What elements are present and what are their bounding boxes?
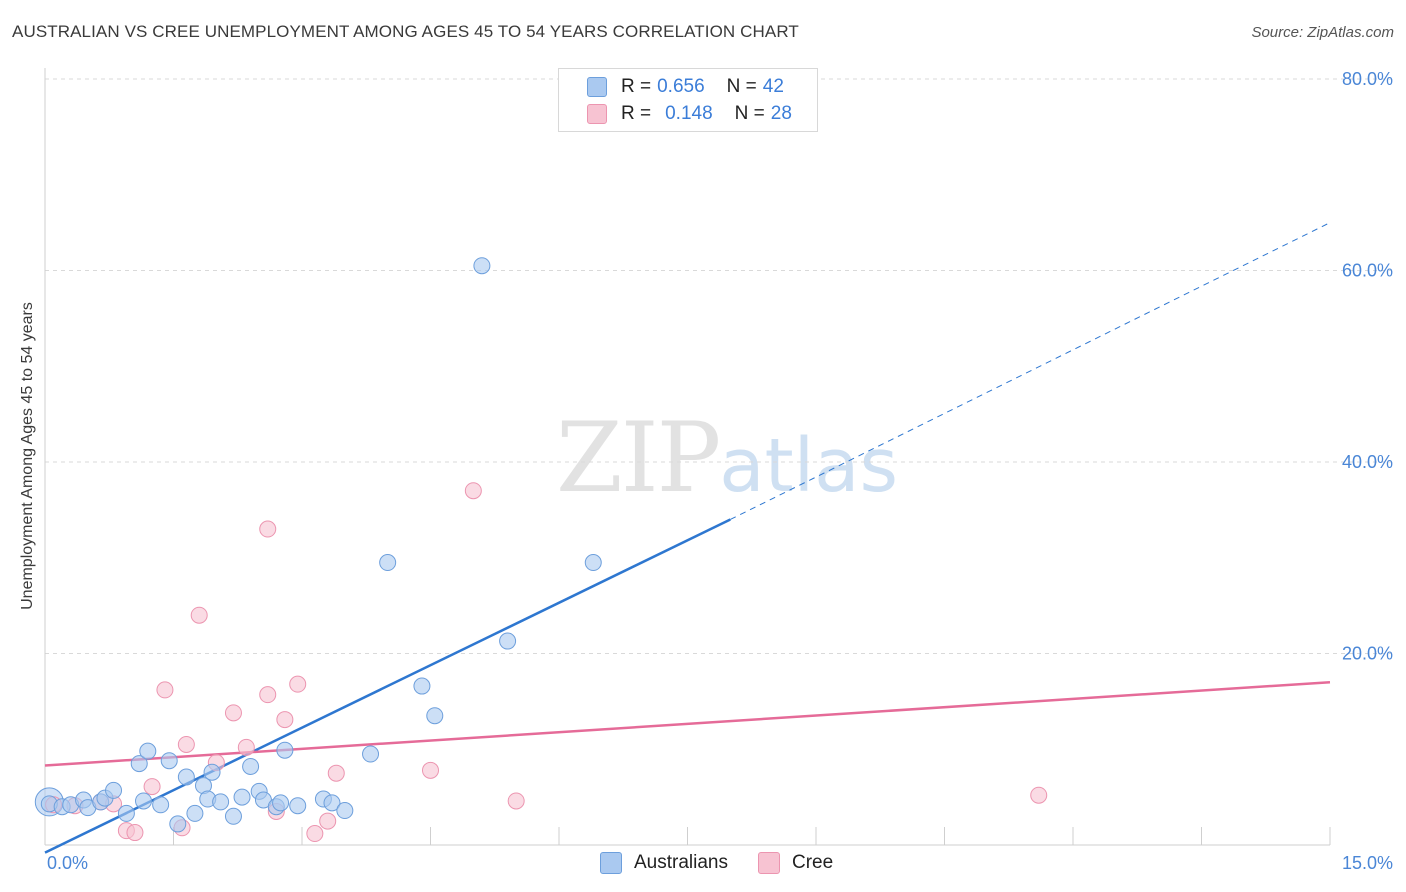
cree-point bbox=[327, 764, 345, 782]
australians-point bbox=[169, 815, 187, 833]
cree-label: Cree bbox=[792, 852, 834, 873]
australians-point bbox=[152, 796, 170, 814]
x-tick-label: 0.0% bbox=[47, 853, 88, 873]
australians-point bbox=[242, 757, 260, 775]
australians-point bbox=[224, 807, 242, 825]
australians-trend-extension bbox=[730, 222, 1331, 520]
y-tick-label: 20.0% bbox=[1342, 644, 1393, 664]
legend-n-value: 28 bbox=[770, 103, 792, 124]
source-label[interactable]: Source: ZipAtlas.com bbox=[1251, 24, 1394, 41]
cree-point bbox=[259, 686, 277, 704]
stats-legend: R = 0.656 N = 42 R = 0.148 N = 28 bbox=[558, 68, 818, 132]
x-tick-label: 15.0% bbox=[1342, 853, 1393, 873]
cree-point bbox=[1030, 786, 1048, 804]
chart-title: AUSTRALIAN VS CREE UNEMPLOYMENT AMONG AG… bbox=[12, 22, 799, 41]
cree-point bbox=[289, 675, 307, 693]
australians-point bbox=[499, 632, 517, 650]
australians-swatch bbox=[600, 852, 622, 874]
australians-point bbox=[276, 741, 294, 759]
legend-swatch-blue bbox=[587, 77, 607, 97]
cree-point bbox=[319, 812, 337, 830]
y-tick-label: 60.0% bbox=[1342, 261, 1393, 281]
legend-r-label: R = bbox=[621, 103, 652, 124]
legend-n-label: N = bbox=[734, 103, 765, 124]
cree-point bbox=[276, 711, 294, 729]
australians-point bbox=[212, 793, 230, 811]
legend-row-cree: R = 0.148 N = 28 bbox=[587, 101, 814, 127]
australians-point bbox=[233, 788, 251, 806]
legend-n-label: N = bbox=[726, 76, 757, 97]
y-tick-label: 80.0% bbox=[1342, 69, 1393, 89]
australians-point bbox=[584, 554, 602, 572]
australians-point bbox=[117, 804, 135, 822]
cree-point bbox=[237, 738, 255, 756]
australians-point bbox=[272, 794, 290, 812]
cree-point bbox=[306, 825, 324, 843]
australians-label: Australians bbox=[634, 852, 728, 873]
cree-point bbox=[126, 824, 144, 842]
trend-lines bbox=[44, 222, 1331, 854]
axes bbox=[44, 68, 1331, 846]
legend-r-label: R = bbox=[621, 76, 652, 97]
cree-point bbox=[156, 681, 174, 699]
legend-r-value: 0.148 bbox=[665, 103, 713, 124]
australians-point bbox=[186, 804, 204, 822]
australians-point bbox=[160, 752, 178, 770]
australians-point bbox=[105, 781, 123, 799]
cree-point bbox=[190, 606, 208, 624]
australians-point bbox=[130, 755, 148, 773]
legend-swatch-pink bbox=[587, 104, 607, 124]
australians-point bbox=[323, 794, 341, 812]
series-legend: Australians Cree bbox=[600, 852, 863, 874]
cree-point bbox=[259, 520, 277, 538]
australians-point bbox=[336, 802, 354, 820]
legend-r-value: 0.656 bbox=[657, 76, 705, 97]
australians-point bbox=[177, 768, 195, 786]
australians-point bbox=[379, 554, 397, 572]
australians-point bbox=[426, 707, 444, 725]
watermark: ZIPatlas bbox=[556, 402, 898, 514]
legend-n-value: 42 bbox=[762, 76, 784, 97]
australians-point bbox=[289, 797, 307, 815]
cree-point bbox=[143, 778, 161, 796]
cree-point bbox=[464, 482, 482, 500]
tick-labels: 20.0% 40.0% 60.0% 80.0% 0.0% 15.0% bbox=[47, 69, 1393, 873]
cree-point bbox=[177, 735, 195, 753]
legend-row-australians: R = 0.656 N = 42 bbox=[587, 74, 806, 100]
watermark-atlas: atlas bbox=[719, 423, 899, 509]
y-tick-label: 40.0% bbox=[1342, 452, 1393, 472]
series-legend-cree[interactable]: Cree bbox=[758, 852, 833, 874]
series-legend-australians[interactable]: Australians bbox=[600, 852, 728, 874]
cree-point bbox=[507, 792, 525, 810]
australians-point bbox=[203, 763, 221, 781]
australians-point bbox=[362, 745, 380, 763]
australians-point bbox=[139, 742, 157, 760]
cree-point bbox=[224, 704, 242, 722]
australians-point bbox=[135, 792, 153, 810]
cree-point bbox=[422, 761, 439, 779]
australians-point bbox=[473, 257, 491, 275]
cree-swatch bbox=[758, 852, 780, 874]
grid bbox=[45, 78, 1392, 654]
data-points bbox=[34, 257, 1048, 843]
cree-trend-line bbox=[44, 680, 1331, 767]
watermark-zip: ZIP bbox=[556, 402, 721, 514]
australians-point bbox=[413, 677, 431, 695]
